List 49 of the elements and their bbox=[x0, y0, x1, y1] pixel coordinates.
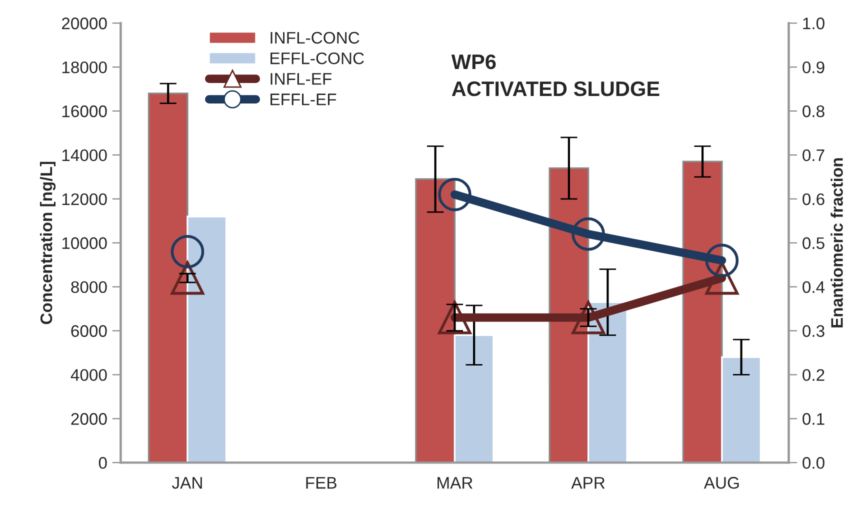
point bbox=[705, 244, 739, 278]
y-tick-label: 20000 bbox=[62, 18, 107, 30]
y2-tick-label: 0.8 bbox=[802, 105, 824, 118]
x-tick-label: MAR bbox=[438, 477, 472, 489]
y2-tick-label: 0.7 bbox=[802, 149, 824, 162]
y2-tick-label: 0.0 bbox=[802, 457, 824, 469]
legend-label: INFL-CONC bbox=[270, 32, 360, 44]
y-tick-label: 0 bbox=[98, 457, 107, 469]
point bbox=[438, 300, 472, 334]
text: WP6 ACTIVATED SLUDGE bbox=[451, 54, 660, 96]
y-tick-label: 4000 bbox=[70, 369, 107, 381]
y-tick-label: 10000 bbox=[62, 237, 107, 250]
y2-tick-label: 0.9 bbox=[802, 61, 824, 74]
x-tick-label: FEB bbox=[306, 477, 336, 489]
y2-tick-label: 0.2 bbox=[802, 369, 824, 381]
y-tick-label: 8000 bbox=[71, 281, 107, 294]
bar bbox=[415, 178, 456, 463]
point bbox=[170, 261, 204, 295]
y2-tick-label: 0.6 bbox=[802, 193, 824, 206]
bar bbox=[186, 216, 228, 463]
y-tick-label: 6000 bbox=[71, 325, 107, 337]
bar bbox=[148, 92, 188, 463]
legend-label: EFFL-EF bbox=[270, 94, 336, 106]
bar bbox=[548, 167, 590, 463]
legend-label: INFL-EF bbox=[270, 73, 332, 85]
bar bbox=[721, 356, 762, 463]
point bbox=[572, 300, 605, 334]
bar bbox=[587, 301, 628, 463]
y-axis-title: Concentration [ng/L] bbox=[40, 162, 56, 324]
point bbox=[438, 178, 472, 212]
y2-axis-title: Enantiomeric fraction bbox=[830, 158, 843, 328]
legend-label: EFFL-CONC bbox=[270, 52, 364, 64]
bar bbox=[682, 160, 723, 463]
y2-tick-label: 1.0 bbox=[803, 18, 824, 30]
y-tick-label: 18000 bbox=[62, 61, 107, 74]
y-tick-label: 12000 bbox=[62, 193, 107, 206]
point bbox=[572, 217, 605, 251]
x-tick-label: AUG bbox=[704, 476, 739, 489]
y2-tick-label: 0.5 bbox=[802, 237, 824, 250]
y2-tick-label: 0.3 bbox=[802, 325, 824, 337]
y2-tick-label: 0.4 bbox=[802, 281, 825, 294]
bar bbox=[454, 334, 494, 463]
x-tick-label: JAN bbox=[172, 477, 202, 489]
point bbox=[170, 234, 204, 268]
y-tick-label: 14000 bbox=[62, 149, 107, 162]
y-tick-label: 16000 bbox=[62, 105, 107, 118]
y2-tick-label: 0.1 bbox=[802, 413, 824, 425]
y-tick-label: 2000 bbox=[71, 413, 107, 425]
x-tick-label: APR bbox=[571, 477, 605, 489]
